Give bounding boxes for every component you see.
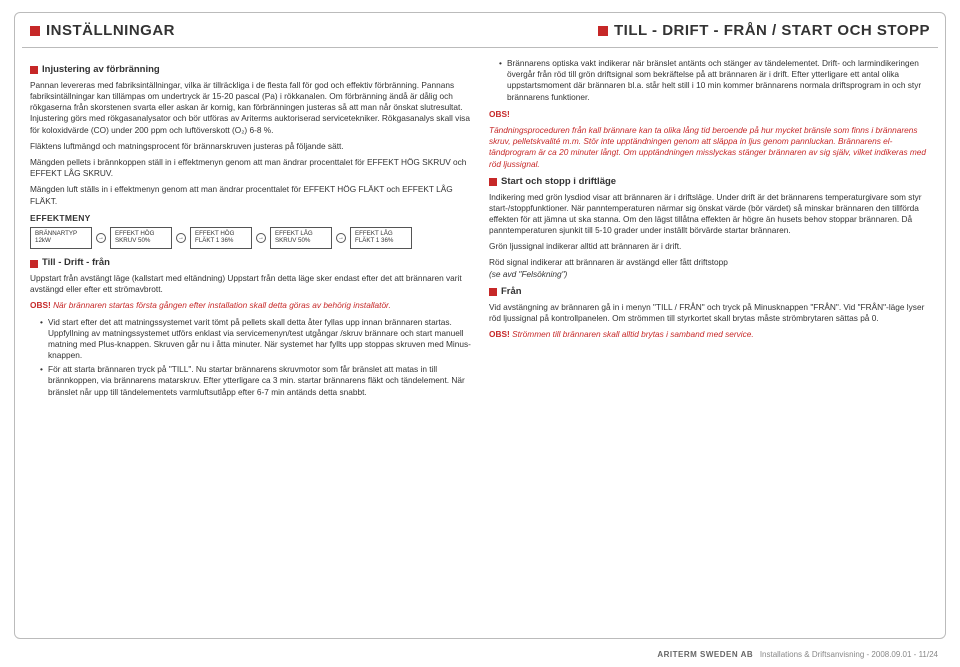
paragraph: Vid avstängning av brännaren gå in i men… <box>489 302 930 324</box>
effekt-flow-diagram: BRÄNNARTYP 12kW → EFFEKT HÖG SKRUV 50% →… <box>30 227 471 249</box>
obs-paragraph: OBS! När brännaren startas första gången… <box>30 300 471 311</box>
flow-box-line2: 12kW <box>35 238 87 245</box>
flow-box: EFFEKT LÅG FLÄKT 1 36% <box>350 227 412 249</box>
paragraph: Indikering med grön lysdiod visar att br… <box>489 192 930 237</box>
obs-paragraph: OBS! Strömmen till brännaren skall allti… <box>489 329 930 340</box>
marker-icon <box>489 288 497 296</box>
heading-text: Injustering av förbränning <box>42 64 160 77</box>
page-footer: ARITERM SWEDEN AB Installations & Drifts… <box>657 650 938 659</box>
flow-box: EFFEKT HÖG SKRUV 50% <box>110 227 172 249</box>
right-column: Brännarens optiska vakt indikerar när br… <box>489 58 930 401</box>
flow-box-line2: SKRUV 50% <box>275 238 327 245</box>
bullet-list: Vid start efter det att matningssystemet… <box>30 317 471 398</box>
obs-label: OBS! <box>30 300 51 310</box>
marker-icon <box>30 260 38 268</box>
flow-box-line2: SKRUV 50% <box>115 238 167 245</box>
header-right-text: TILL - DRIFT - FRÅN / START OCH STOPP <box>614 22 930 39</box>
header-right: TILL - DRIFT - FRÅN / START OCH STOPP <box>598 22 930 39</box>
obs-text: Tändningsproceduren från kall brännare k… <box>489 125 930 170</box>
list-item: För att starta brännaren tryck på "TILL"… <box>40 364 471 398</box>
paragraph: Mängden luft ställs in i effektmenyn gen… <box>30 184 471 206</box>
heading-text: Från <box>501 286 522 299</box>
flow-box: EFFEKT HÖG FLÄKT 1 36% <box>190 227 252 249</box>
paragraph: Pannan levereras med fabriksintällningar… <box>30 80 471 136</box>
section-heading-till-drift: Till - Drift - från <box>30 257 471 270</box>
paragraph: Grön ljussignal indikerar alltid att brä… <box>489 241 930 252</box>
obs-text: När brännaren startas första gången efte… <box>53 300 391 310</box>
left-column: Injustering av förbränning Pannan levere… <box>30 58 471 401</box>
flow-box: BRÄNNARTYP 12kW <box>30 227 92 249</box>
list-item: Vid start efter det att matningssystemet… <box>40 317 471 362</box>
obs-label: OBS! <box>489 329 510 339</box>
header-left: INSTÄLLNINGAR <box>30 22 175 39</box>
flow-box-line2: FLÄKT 1 36% <box>195 238 247 245</box>
effekt-menu-label: EFFEKTMENY <box>30 213 471 224</box>
marker-icon <box>598 26 608 36</box>
flow-connector-icon: → <box>176 233 186 243</box>
bullet-list: Brännarens optiska vakt indikerar när br… <box>489 58 930 103</box>
obs-label: OBS! <box>489 109 510 119</box>
obs-text: Strömmen till brännaren skall alltid bry… <box>512 329 754 339</box>
marker-icon <box>489 178 497 186</box>
section-heading-fran: Från <box>489 286 930 299</box>
flow-box-line2: FLÄKT 1 36% <box>355 238 407 245</box>
marker-icon <box>30 66 38 74</box>
paragraph: Uppstart från avstängt läge (kallstart m… <box>30 273 471 295</box>
flow-connector-icon: → <box>336 233 346 243</box>
header-left-text: INSTÄLLNINGAR <box>46 22 175 39</box>
obs-paragraph: OBS! <box>489 109 930 120</box>
paragraph-italic: (se avd "Felsökning") <box>489 269 567 279</box>
heading-text: Till - Drift - från <box>42 257 110 270</box>
flow-box: EFFEKT LÅG SKRUV 50% <box>270 227 332 249</box>
footer-brand: ARITERM SWEDEN AB <box>657 650 753 659</box>
content-columns: Injustering av förbränning Pannan levere… <box>22 58 938 401</box>
paragraph: Röd signal indikerar att brännaren är av… <box>489 257 930 279</box>
paragraph: Mängden pellets i brännkoppen ställ in i… <box>30 157 471 179</box>
flow-connector-icon: → <box>256 233 266 243</box>
list-item: Brännarens optiska vakt indikerar när br… <box>499 58 930 103</box>
paragraph: Fläktens luftmängd och matningsprocent f… <box>30 141 471 152</box>
footer-doc-info: Installations & Driftsanvisning - 2008.0… <box>760 650 938 659</box>
marker-icon <box>30 26 40 36</box>
page-header: INSTÄLLNINGAR TILL - DRIFT - FRÅN / STAR… <box>22 18 938 48</box>
paragraph-text: Röd signal indikerar att brännaren är av… <box>489 257 728 267</box>
section-heading-combustion: Injustering av förbränning <box>30 64 471 77</box>
section-heading-start-stop: Start och stopp i driftläge <box>489 176 930 189</box>
heading-text: Start och stopp i driftläge <box>501 176 616 189</box>
flow-connector-icon: → <box>96 233 106 243</box>
